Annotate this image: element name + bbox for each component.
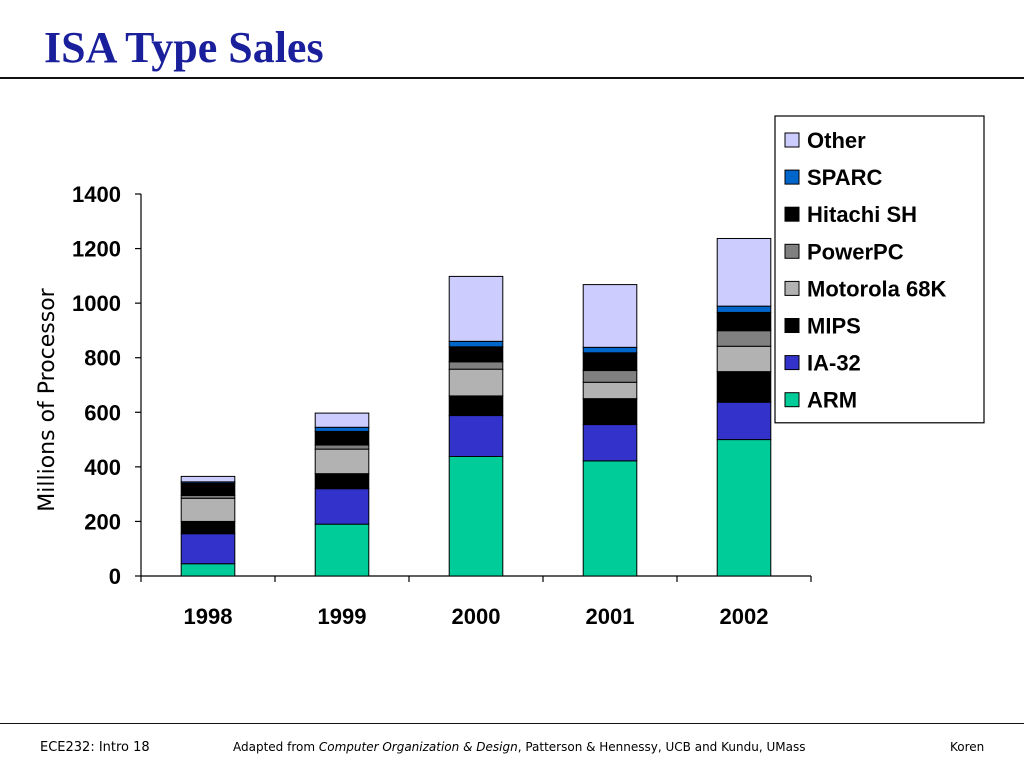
- bar-segment: [582, 381, 638, 400]
- bar-segment: [582, 460, 638, 577]
- legend-label: IA-32: [807, 351, 861, 376]
- bar-segment: [716, 311, 772, 332]
- x-tick-label: 1999: [318, 604, 367, 629]
- bar-segment: [314, 523, 370, 577]
- bar-segment: [448, 340, 504, 348]
- footer-credit: Adapted from Computer Organization & Des…: [233, 740, 805, 754]
- y-tick-label: 200: [84, 509, 121, 534]
- bar-segment: [180, 475, 236, 483]
- y-tick-label: 1200: [72, 237, 121, 262]
- legend-swatch: [784, 318, 800, 333]
- y-axis-label-group: Millions of Processor: [35, 287, 60, 511]
- bar-segment: [180, 563, 236, 577]
- footer-credit-prefix: Adapted from: [233, 740, 319, 754]
- bar-segment: [716, 439, 772, 577]
- bar-segment: [314, 430, 370, 446]
- bar-segment: [448, 368, 504, 397]
- footer-credit-suffix: , Patterson & Hennessy, UCB and Kundu, U…: [517, 740, 806, 754]
- bar-segment: [716, 330, 772, 347]
- bar-segment: [582, 346, 638, 354]
- bar-segment: [314, 473, 370, 490]
- legend-swatch: [784, 206, 800, 222]
- bar-segment: [448, 455, 504, 577]
- bar-segment: [716, 401, 772, 441]
- bar-segment: [448, 395, 504, 417]
- bar-segment: [582, 370, 638, 383]
- legend-label: SPARC: [807, 165, 882, 190]
- y-axis-label: Millions of Processor: [35, 287, 60, 511]
- bars: [180, 237, 772, 577]
- y-tick-label: 800: [84, 346, 121, 371]
- slide-title: ISA Type Sales: [44, 23, 324, 72]
- bar-segment: [716, 237, 772, 307]
- bar-segment: [314, 448, 370, 475]
- bar-segment: [448, 415, 504, 457]
- bar-segment: [716, 305, 772, 313]
- legend-label: ARM: [807, 388, 857, 413]
- bar-segment: [582, 398, 638, 426]
- y-tick-label: 1000: [72, 291, 121, 316]
- y-tick-label: 0: [109, 564, 121, 589]
- x-tick-label: 2001: [586, 604, 635, 629]
- y-tick-label: 600: [84, 400, 121, 425]
- bar-segment: [716, 345, 772, 373]
- legend-swatch: [784, 280, 800, 296]
- legend-swatch: [784, 132, 800, 148]
- bar-segment: [716, 371, 772, 403]
- x-tick-label: 1998: [184, 604, 233, 629]
- legend-swatch: [784, 243, 800, 259]
- legend-swatch: [784, 169, 800, 185]
- bar-segment: [180, 497, 236, 522]
- footer-course: ECE232: Intro 18: [40, 740, 150, 755]
- footer-book-title: Computer Organization & Design: [318, 740, 518, 754]
- bar-segment: [180, 520, 236, 535]
- bar-segment: [448, 361, 504, 370]
- bar-segment: [314, 412, 370, 428]
- stacked-bar-chart: Millions of Processor 0 200 400 600 800 1000 1…: [35, 115, 985, 629]
- legend: Other SPARC Hitachi SH PowerPC Motorola 68K M…: [774, 115, 985, 424]
- x-tick-label: 2000: [452, 604, 501, 629]
- bar-segment: [448, 275, 504, 342]
- bar-segment: [314, 426, 370, 432]
- bar-segment: [180, 533, 236, 565]
- legend-label: Other: [807, 128, 866, 153]
- y-tick-label: 400: [84, 455, 121, 480]
- axes: 0 200 400 600 800 1000 1200 1400 1998 1999 2000 200…: [72, 182, 812, 629]
- footer-divider: [0, 723, 1024, 724]
- legend-swatch: [784, 392, 800, 408]
- legend-label: MIPS: [807, 314, 861, 339]
- legend-label: Hitachi SH: [807, 202, 917, 227]
- legend-label: Motorola 68K: [807, 276, 946, 301]
- bar-segment: [314, 444, 370, 450]
- bar-segment: [314, 488, 370, 525]
- legend-box: [774, 115, 985, 424]
- bar-segment: [180, 482, 236, 497]
- y-tick-label: 1400: [72, 182, 121, 207]
- title-divider: [0, 77, 1024, 79]
- bar-segment: [582, 284, 638, 348]
- x-tick-label: 2002: [720, 604, 769, 629]
- bar-segment: [582, 424, 638, 462]
- bar-segment: [582, 352, 638, 372]
- legend-swatch: [784, 355, 800, 371]
- legend-label: PowerPC: [807, 239, 904, 264]
- bar-segment: [448, 346, 504, 363]
- footer-author: Koren: [950, 740, 985, 754]
